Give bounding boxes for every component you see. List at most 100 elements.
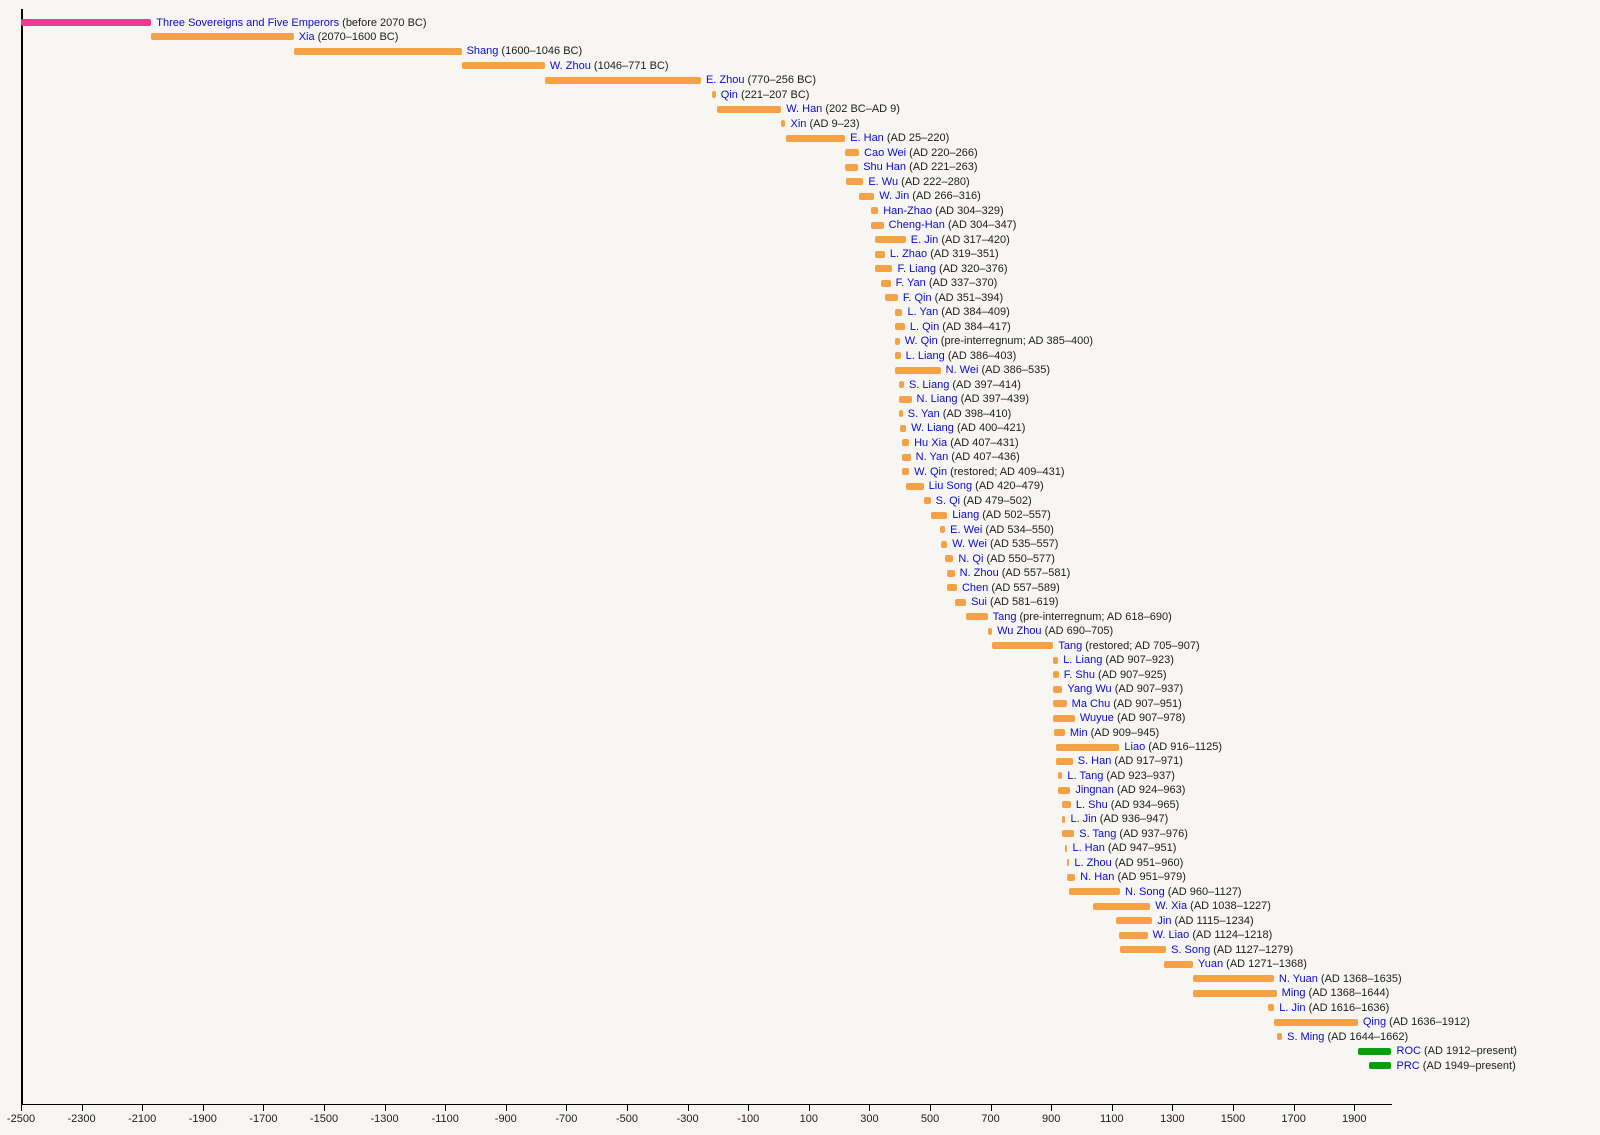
timeline-bar-label: Hu Xia (AD 407–431)	[914, 436, 1019, 450]
dynasty-name: Three Sovereigns and Five Emperors	[156, 16, 340, 29]
dynasty-name: F. Shu	[1063, 668, 1095, 681]
timeline-bar	[717, 105, 782, 113]
dynasty-dates: (AD 1124–1218)	[1189, 929, 1273, 942]
dynasty-dates: (restored; AD 409–431)	[947, 465, 1065, 478]
dynasty-dates: (AD 304–329)	[932, 204, 1004, 217]
timeline-bar	[898, 395, 912, 403]
x-axis-tick	[81, 1105, 83, 1111]
dynasty-name: E. Wu	[868, 175, 899, 188]
timeline-bar-label: S. Song (AD 1127–1279)	[1171, 943, 1293, 957]
x-axis-tick-label: 700	[981, 1112, 1000, 1125]
timeline-bar	[461, 62, 545, 70]
dynasty-dates: (AD 951–960)	[1111, 856, 1184, 869]
timeline-bar-label: F. Liang (AD 320–376)	[897, 262, 1007, 276]
dynasty-name: L. Han	[1072, 842, 1105, 855]
dynasty-dates: (AD 407–436)	[948, 451, 1020, 464]
x-axis-tick	[1293, 1105, 1295, 1111]
x-axis-tick	[263, 1105, 265, 1111]
timeline-bar	[1062, 815, 1066, 823]
timeline-bar	[940, 526, 946, 534]
x-axis-tick	[445, 1105, 447, 1111]
dynasty-name: Ma Chu	[1071, 697, 1111, 710]
timeline-bar	[1058, 786, 1071, 794]
x-axis-tick	[869, 1105, 871, 1111]
timeline-bar-label: L. Shu (AD 934–965)	[1076, 798, 1179, 812]
dynasty-name: W. Qin	[904, 335, 938, 348]
dynasty-dates: (1600–1046 BC)	[498, 45, 583, 58]
timeline-bar	[1053, 671, 1059, 679]
dynasty-dates: (221–207 BC)	[737, 88, 810, 101]
dynasty-name: S. Yan	[907, 407, 940, 420]
x-axis-tick-label: -1300	[370, 1112, 399, 1125]
timeline-bar-label: E. Han (AD 25–220)	[850, 131, 949, 145]
timeline-bar-label: N. Han (AD 951–979)	[1080, 870, 1186, 884]
x-axis-tick-label: -1500	[309, 1112, 339, 1125]
timeline-bar	[894, 308, 903, 316]
dynasty-dates: (AD 951–979)	[1114, 871, 1186, 884]
timeline-bar	[859, 192, 875, 200]
dynasty-name: Shu Han	[863, 161, 907, 174]
dynasty-dates: (AD 317–420)	[938, 233, 1010, 246]
dynasty-name: W. Wei	[952, 538, 987, 551]
dynasty-name: S. Tang	[1079, 827, 1117, 840]
dynasty-name: Ming	[1281, 987, 1306, 1000]
dynasty-dates: (pre-interregnum; AD 618–690)	[1016, 610, 1172, 623]
timeline-bar-label: L. Zhao (AD 319–351)	[890, 247, 999, 261]
dynasty-dates: (AD 398–410)	[939, 407, 1012, 420]
timeline-bar	[1268, 1004, 1275, 1012]
dynasty-name: ROC	[1396, 1045, 1421, 1058]
dynasty-name: Cheng-Han	[888, 219, 945, 232]
dynasty-name: Xin	[790, 117, 807, 130]
timeline-bar-label: S. Ming (AD 1644–1662)	[1287, 1030, 1408, 1044]
x-axis-tick	[202, 1105, 204, 1111]
timeline-bar-label: Sui (AD 581–619)	[971, 595, 1058, 609]
dynasty-name: N. Liang	[916, 393, 958, 406]
dynasty-dates: (AD 581–619)	[986, 596, 1059, 609]
dynasty-name: S. Han	[1077, 755, 1112, 768]
dynasty-dates: (AD 557–581)	[998, 567, 1071, 580]
dynasty-name: L. Zhao	[889, 248, 928, 261]
dynasty-name: L. Jin	[1070, 813, 1097, 826]
timeline-bar-label: W. Liang (AD 400–421)	[911, 421, 1025, 435]
x-axis-tick-label: -100	[737, 1112, 760, 1125]
dynasty-dates: (1046–771 BC)	[590, 59, 669, 72]
timeline-bar-label: L. Liang (AD 907–923)	[1063, 653, 1174, 667]
timeline-bar-label: F. Yan (AD 337–370)	[896, 276, 998, 290]
dynasty-name: S. Song	[1171, 943, 1211, 956]
timeline-bar	[895, 366, 941, 374]
timeline-bar	[930, 511, 948, 519]
dynasty-dates: (AD 907–978)	[1113, 712, 1186, 725]
dynasty-dates: (AD 1271–1368)	[1223, 958, 1307, 971]
dynasty-dates: (AD 502–557)	[979, 509, 1051, 522]
timeline-bar-label: Han-Zhao (AD 304–329)	[883, 204, 1003, 218]
timeline-bar	[151, 33, 294, 41]
dynasty-name: Han-Zhao	[883, 204, 933, 217]
dynasty-name: W. Jin	[879, 190, 910, 203]
dynasty-name: W. Liang	[911, 422, 954, 435]
dynasty-name: N. Qi	[958, 552, 984, 565]
x-axis-tick	[990, 1105, 992, 1111]
dynasty-name: Liao	[1124, 741, 1146, 753]
dynasty-name: Tang	[992, 610, 1017, 623]
dynasty-name: N. Zhou	[959, 567, 999, 580]
timeline-bar-label: F. Qin (AD 351–394)	[903, 291, 1003, 305]
dynasty-name: F. Liang	[897, 262, 936, 275]
timeline-bar	[884, 294, 898, 302]
x-axis-tick-label: 1700	[1281, 1112, 1306, 1125]
timeline-bar	[905, 482, 924, 490]
timeline-bar	[1193, 989, 1277, 997]
dynasty-name: N. Yan	[915, 451, 949, 464]
dynasty-name: Wu Zhou	[997, 625, 1042, 638]
timeline-bar-label: S. Yan (AD 398–410)	[908, 407, 1012, 421]
x-axis-tick-label: 300	[860, 1112, 879, 1125]
timeline-bar	[21, 19, 152, 26]
x-axis-tick-label: -2300	[67, 1112, 96, 1125]
timeline-bar	[870, 207, 879, 215]
timeline-bar-label: N. Yuan (AD 1368–1635)	[1279, 972, 1402, 986]
x-axis-tick-label: -700	[555, 1112, 578, 1125]
timeline-bar-label: Ma Chu (AD 907–951)	[1072, 697, 1182, 711]
x-axis-tick	[21, 1105, 22, 1111]
timeline-bar	[845, 178, 864, 186]
dynasty-dates: (AD 9–23)	[806, 117, 860, 130]
timeline-bar	[1357, 1047, 1392, 1055]
